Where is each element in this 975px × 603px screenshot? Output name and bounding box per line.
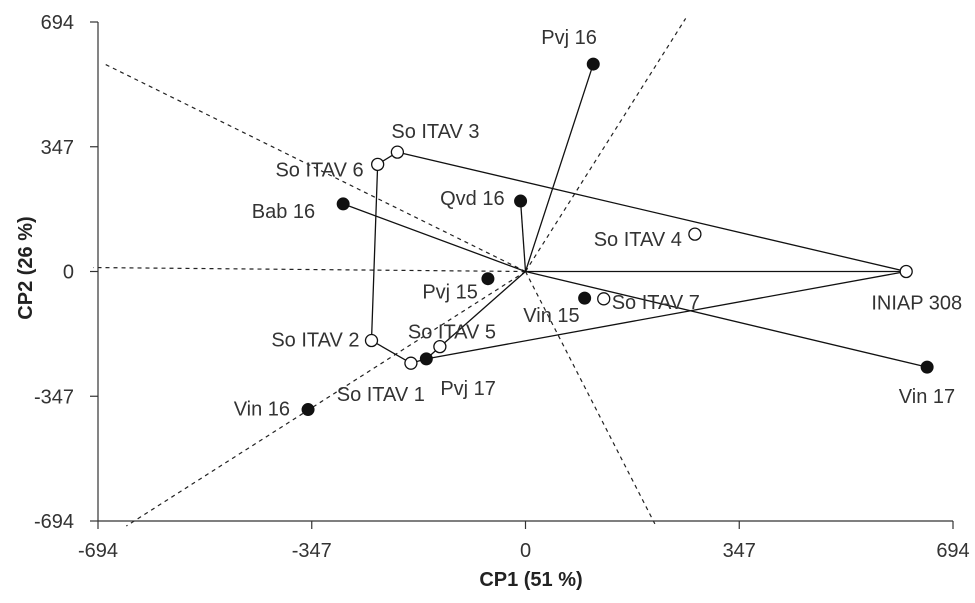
vertex-ray xyxy=(525,270,928,368)
point-pvj17 xyxy=(419,352,433,366)
label-pvj16: Pvj 16 xyxy=(541,27,597,49)
point-soitav6 xyxy=(371,157,385,172)
data-points xyxy=(301,57,934,417)
label-soitav5: So ITAV 5 xyxy=(408,322,496,344)
point-vin15 xyxy=(578,291,592,305)
point-vin16 xyxy=(301,403,315,417)
label-soitav7: So ITAV 7 xyxy=(612,292,700,314)
x-tick-label: -694 xyxy=(78,540,118,562)
vertex-rays xyxy=(342,63,928,368)
point-vin17 xyxy=(920,360,934,374)
sector-line xyxy=(105,63,526,273)
x-tick-label: 0 xyxy=(520,540,531,562)
label-pvj17: Pvj 17 xyxy=(440,378,496,400)
y-tick-label: 694 xyxy=(41,12,74,34)
point-bab16 xyxy=(336,197,350,211)
x-tick-label: 347 xyxy=(723,540,756,562)
label-vin17: Vin 17 xyxy=(899,386,955,408)
sector-line xyxy=(93,266,526,273)
label-soitav6: So ITAV 6 xyxy=(275,159,363,181)
point-pvj15 xyxy=(481,272,495,286)
y-tick-label: -694 xyxy=(34,511,74,533)
point-soitav5 xyxy=(433,339,447,354)
point-pvj16 xyxy=(586,57,600,71)
point-soitav7 xyxy=(597,292,611,306)
label-bab16: Bab 16 xyxy=(252,201,315,223)
vertex-ray xyxy=(524,63,594,272)
point-soitav4 xyxy=(688,227,702,241)
y-axis-title: CP2 (26 %) xyxy=(15,216,37,319)
label-qvd16: Qvd 16 xyxy=(440,188,504,210)
x-axis-title: CP1 (51 %) xyxy=(479,569,582,591)
label-vin16: Vin 16 xyxy=(234,399,290,421)
point-soitav2 xyxy=(364,333,379,348)
point-soitav1 xyxy=(404,356,418,370)
label-pvj15: Pvj 15 xyxy=(422,282,478,304)
point-qvd16 xyxy=(514,194,528,208)
point-labels: Pvj 16 Qvd 16 Bab 16 Pvj 15 Vin 15 Pvj 17 Vin … xyxy=(234,27,962,420)
label-iniap308: INIAP 308 xyxy=(871,293,962,315)
y-tick-label: -347 xyxy=(34,386,74,408)
x-axis-ticks: -694 -347 0 347 694 xyxy=(78,521,970,562)
label-soitav2: So ITAV 2 xyxy=(271,330,359,352)
vertex-ray xyxy=(519,200,527,272)
y-tick-label: 0 xyxy=(63,262,74,284)
label-soitav1: So ITAV 1 xyxy=(337,384,425,406)
y-tick-label: 347 xyxy=(41,137,74,159)
sector-line xyxy=(524,18,687,272)
vertex-ray xyxy=(342,203,526,273)
sector-line xyxy=(126,270,526,527)
x-tick-label: -347 xyxy=(292,540,332,562)
point-iniap308 xyxy=(899,264,913,279)
label-soitav3: So ITAV 3 xyxy=(391,121,479,143)
point-soitav3 xyxy=(390,145,405,159)
sector-lines xyxy=(93,18,687,527)
x-tick-label: 694 xyxy=(936,540,969,562)
label-vin15: Vin 15 xyxy=(523,305,579,327)
label-soitav4: So ITAV 4 xyxy=(594,229,682,251)
y-axis-ticks: -694 -347 0 347 694 xyxy=(34,12,98,533)
